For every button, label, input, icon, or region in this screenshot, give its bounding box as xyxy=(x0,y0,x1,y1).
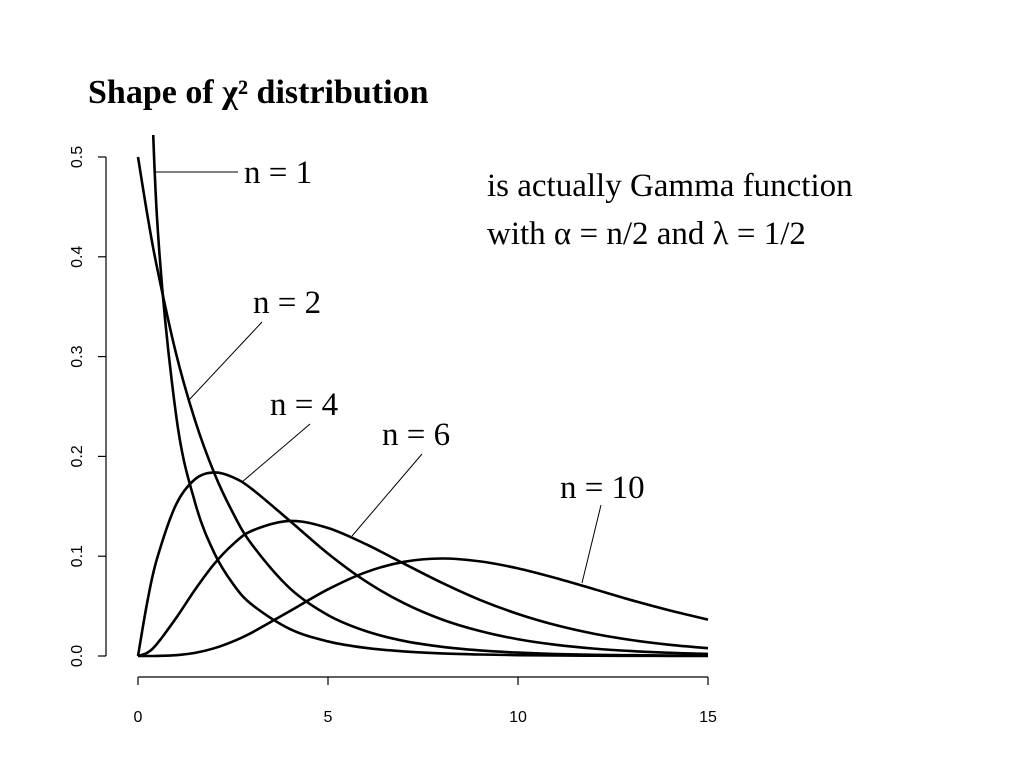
y-tick-label: 0.5 xyxy=(69,146,86,168)
x-tick-label: 10 xyxy=(509,709,527,726)
series-label: n = 4 xyxy=(270,387,338,423)
chart-title: Shape of χ² distribution xyxy=(88,74,429,111)
series-label: n = 6 xyxy=(382,417,450,453)
series-label: n = 1 xyxy=(244,155,312,191)
annotation: with α = n/2 and λ = 1/2 xyxy=(487,216,806,252)
plot-area xyxy=(136,135,709,658)
x-tick-label: 5 xyxy=(324,709,333,726)
y-tick-label: 0.3 xyxy=(69,345,86,367)
leader-line xyxy=(581,504,602,584)
leader-line xyxy=(351,453,423,537)
leader-line xyxy=(188,321,263,401)
y-tick-label: 0.1 xyxy=(69,545,86,567)
curve xyxy=(137,557,709,658)
series-label: n = 10 xyxy=(560,470,645,506)
x-tick-label: 15 xyxy=(699,709,717,726)
y-tick-label: 0.4 xyxy=(69,246,86,268)
leader-line xyxy=(241,423,311,483)
curve xyxy=(137,519,709,658)
y-tick-label: 0.2 xyxy=(69,445,86,467)
curve xyxy=(136,471,709,657)
x-tick-label: 0 xyxy=(134,709,143,726)
annotation: is actually Gamma function xyxy=(487,168,853,204)
curve xyxy=(136,156,709,658)
series-label: n = 2 xyxy=(253,285,321,321)
y-tick-label: 0.0 xyxy=(69,645,86,667)
